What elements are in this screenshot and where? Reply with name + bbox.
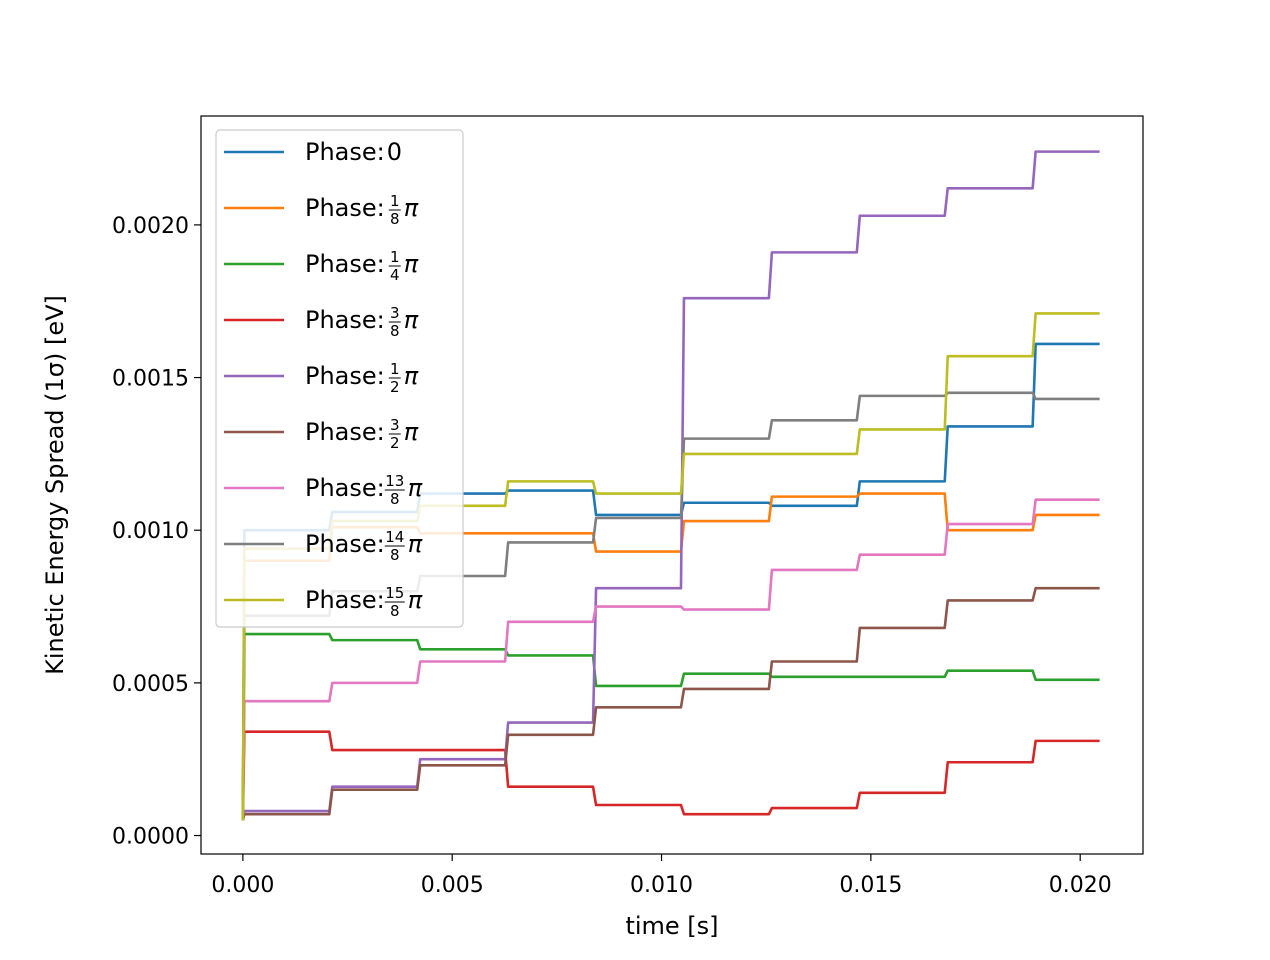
legend-frac-denominator: 4 <box>390 266 400 284</box>
legend-label: Phase: <box>305 306 385 334</box>
y-tick-label: 0.0020 <box>112 214 189 239</box>
legend-label-value: 0 <box>387 138 402 166</box>
x-tick-label: 0.000 <box>211 873 274 898</box>
legend-frac-numerator: 1 <box>390 248 400 266</box>
series-line <box>241 498 1100 821</box>
legend-box <box>215 129 464 628</box>
legend-frac-denominator: 8 <box>390 490 400 508</box>
legend-pi-symbol: π <box>404 250 419 278</box>
legend-frac-denominator: 2 <box>390 378 400 396</box>
y-tick-label: 0.0005 <box>112 672 189 697</box>
plot-frame <box>200 115 1144 855</box>
legend-frac-denominator: 8 <box>390 602 400 620</box>
legend-frac-denominator: 8 <box>390 210 400 228</box>
legend-label: Phase: <box>305 586 385 614</box>
legend-frac-denominator: 8 <box>390 322 400 340</box>
legend-label: Phase: <box>305 530 385 558</box>
legend-pi-symbol: π <box>408 474 423 502</box>
y-axis: 0.0000 0.0005 0.0010 0.0015 0.0020 <box>112 214 201 850</box>
legend-frac-numerator: 1 <box>390 360 400 378</box>
legend-pi-symbol: π <box>408 530 423 558</box>
x-axis: 0.000 0.005 0.010 0.015 0.020 <box>211 854 1112 898</box>
legend-pi-symbol: π <box>404 306 419 334</box>
legend-label: Phase: <box>305 362 385 390</box>
series-line <box>241 632 1100 821</box>
x-tick-label: 0.010 <box>630 873 693 898</box>
series-line <box>241 730 1100 821</box>
legend-pi-symbol: π <box>404 362 419 390</box>
x-tick-label: 0.015 <box>839 873 902 898</box>
legend-label: Phase: <box>305 418 385 446</box>
legend-frac-numerator: 13 <box>385 472 404 490</box>
legend-label: Phase: <box>305 138 385 166</box>
legend-frac-numerator: 3 <box>390 304 400 322</box>
legend-frac-numerator: 14 <box>385 528 404 546</box>
y-tick-label: 0.0000 <box>112 825 189 850</box>
y-axis-title: Kinetic Energy Spread (1σ) [eV] <box>41 295 69 675</box>
legend-pi-symbol: π <box>404 418 419 446</box>
x-tick-label: 0.005 <box>421 873 484 898</box>
legend-frac-numerator: 1 <box>390 192 400 210</box>
legend-frac-denominator: 2 <box>390 434 400 452</box>
legend-pi-symbol: π <box>408 586 423 614</box>
y-tick-label: 0.0015 <box>112 367 189 392</box>
legend-label: Phase: <box>305 474 385 502</box>
legend-frac-numerator: 15 <box>385 584 404 602</box>
legend-frac-numerator: 3 <box>390 416 400 434</box>
x-tick-label: 0.020 <box>1049 873 1112 898</box>
y-tick-label: 0.0010 <box>112 519 189 544</box>
legend-pi-symbol: π <box>404 194 419 222</box>
legend-label: Phase: <box>305 194 385 222</box>
x-axis-title: time [s] <box>625 912 718 940</box>
series-line <box>241 586 1100 821</box>
legend-frac-denominator: 8 <box>390 546 400 564</box>
series-line <box>241 150 1100 821</box>
legend-label: Phase: <box>305 250 385 278</box>
